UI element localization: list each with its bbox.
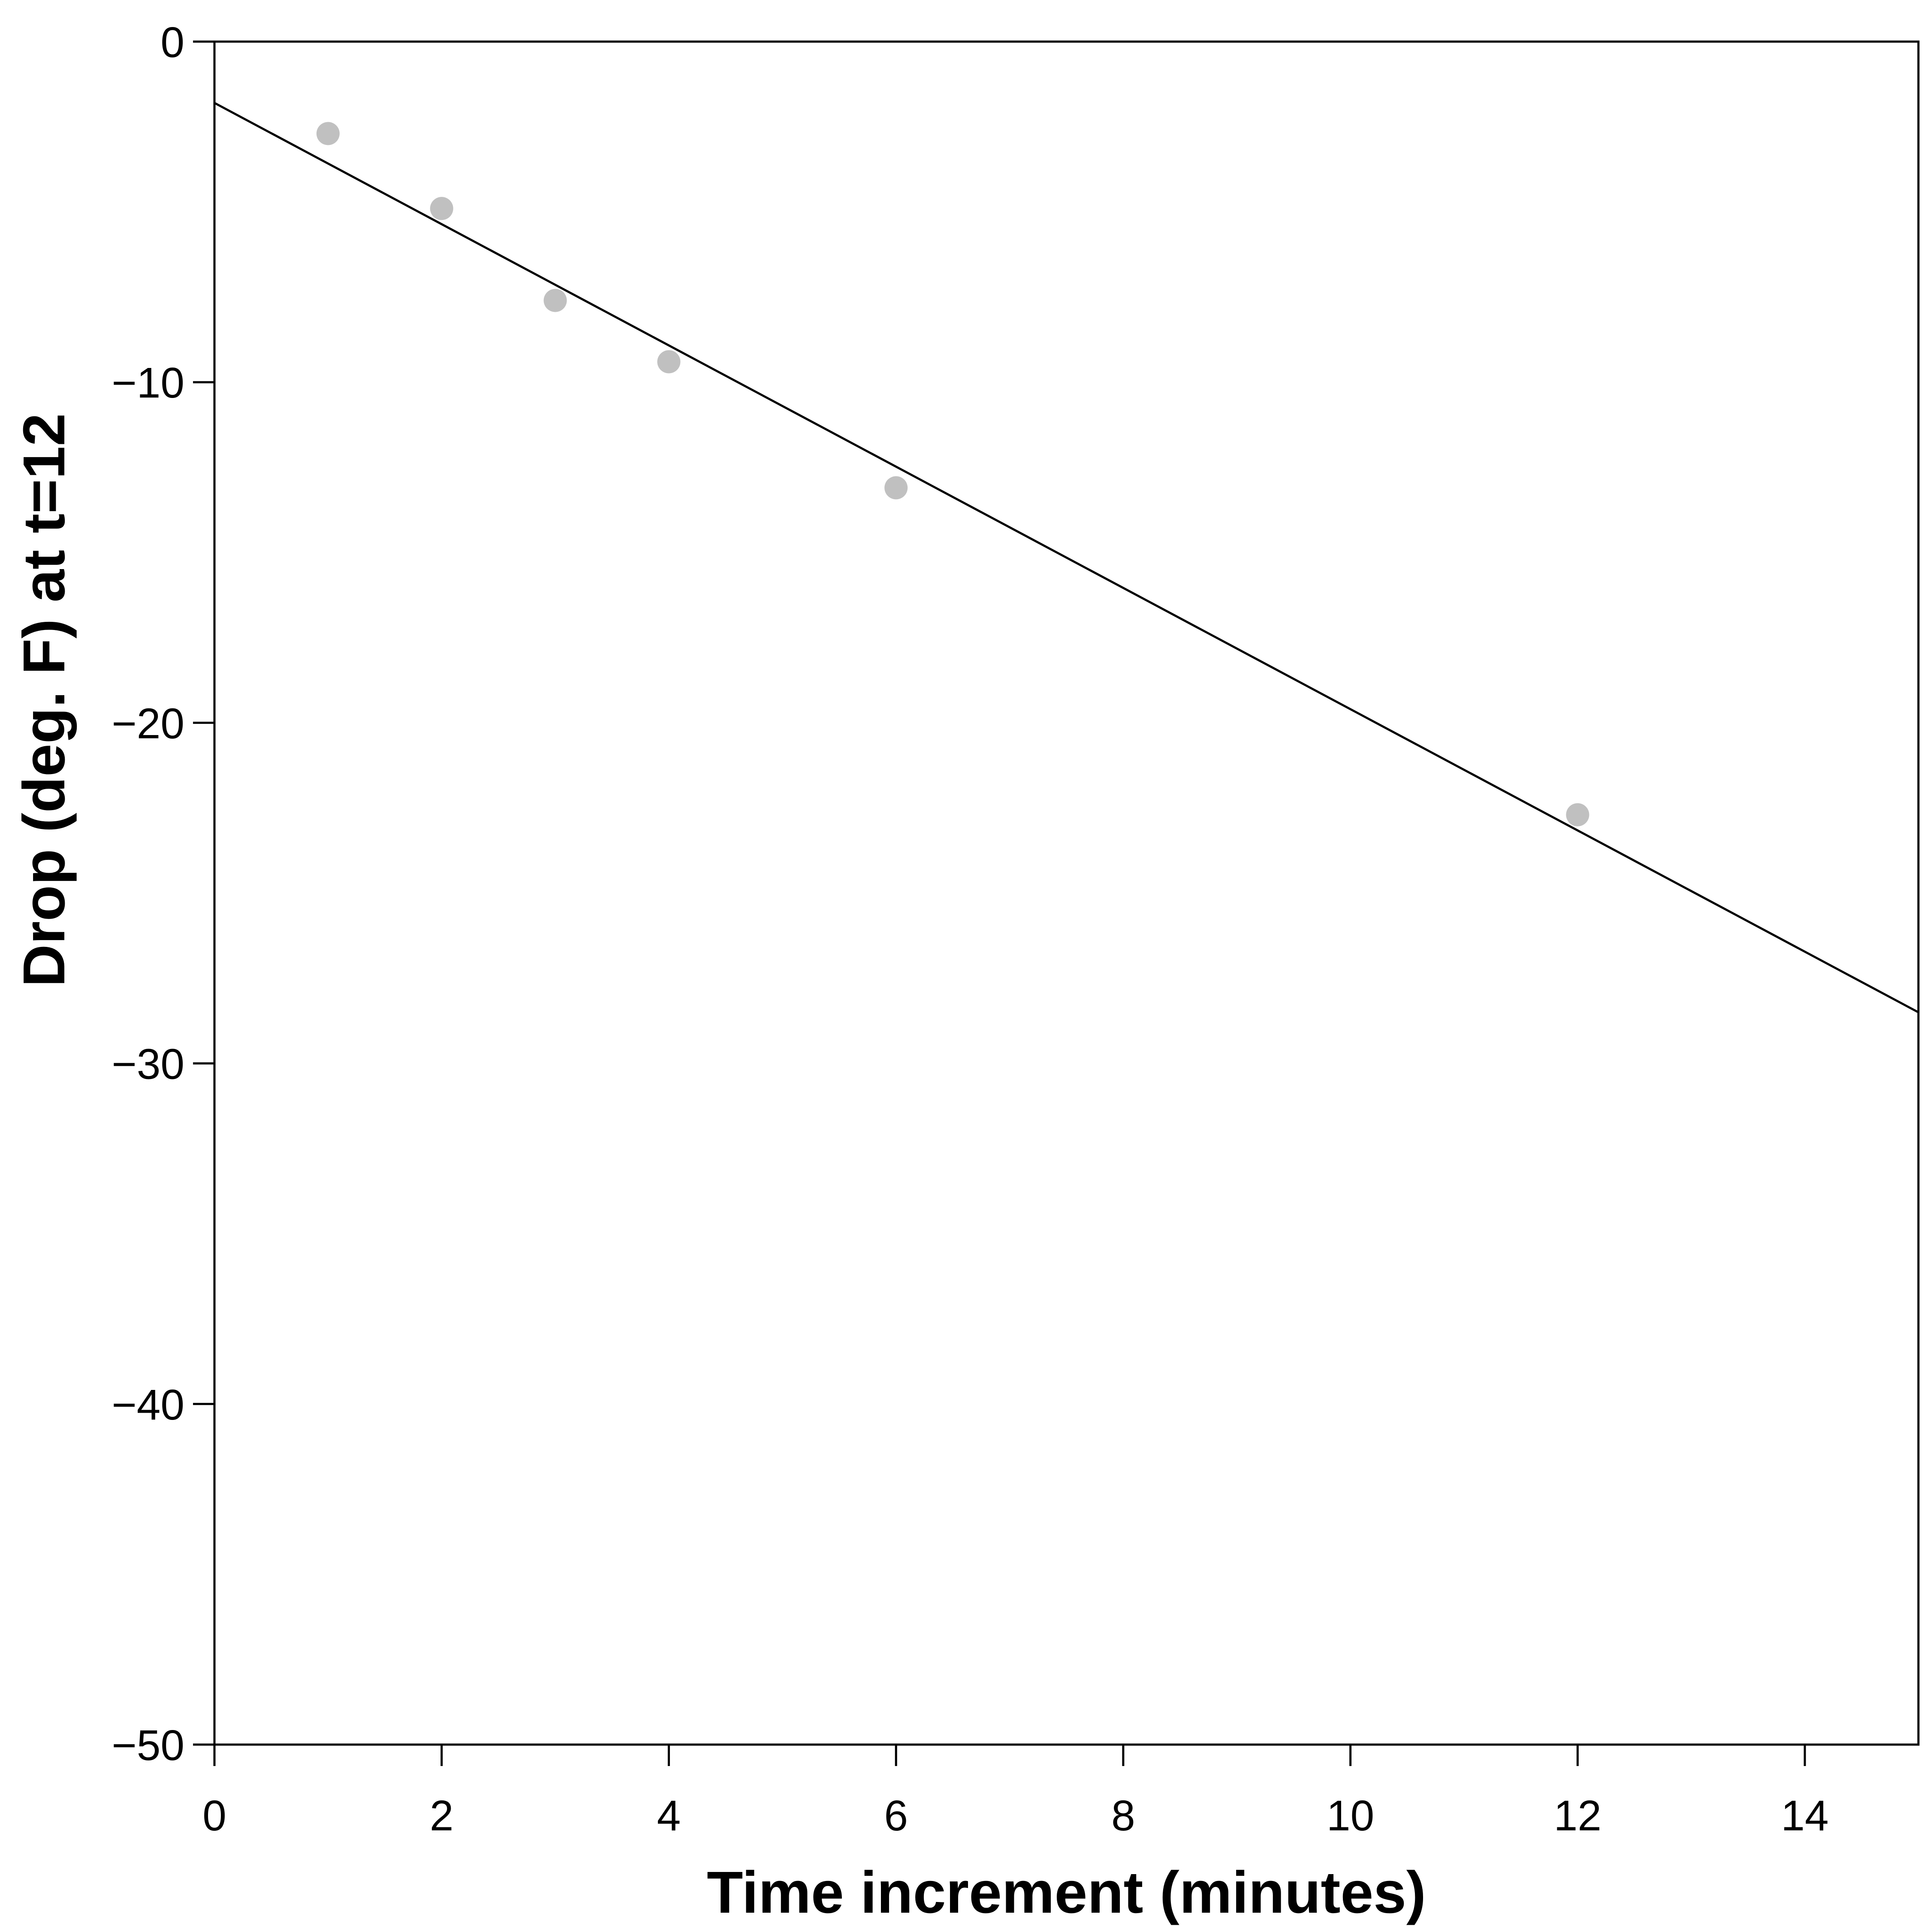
data-point [657, 350, 681, 374]
y-tick-label: −20 [112, 699, 184, 747]
data-point [316, 122, 340, 145]
y-tick-label: −30 [112, 1040, 184, 1088]
series-layer [214, 102, 1919, 1013]
y-tick-label: 0 [160, 18, 184, 66]
x-axis: 0 2 4 6 8 10 12 14 [202, 1745, 1829, 1840]
y-tick-label: −10 [112, 359, 184, 407]
y-axis-title: Drop (deg. F) at t=12 [11, 413, 77, 987]
x-tick-label: 10 [1327, 1792, 1374, 1840]
data-point [430, 197, 453, 220]
y-tick-label: −40 [112, 1381, 184, 1429]
x-tick-label: 6 [884, 1792, 908, 1840]
data-point [1566, 803, 1589, 826]
data-point [884, 476, 908, 500]
x-tick-label: 0 [202, 1792, 226, 1840]
x-tick-label: 12 [1554, 1792, 1601, 1840]
x-tick-label: 14 [1781, 1792, 1829, 1840]
x-tick-label: 2 [430, 1792, 454, 1840]
data-point [543, 289, 567, 312]
plot-frame [213, 40, 1920, 1746]
y-axis: 0 −10 −20 −30 −40 −50 [112, 18, 214, 1769]
fit-line [214, 102, 1919, 1013]
x-axis-title: Time increment (minutes) [707, 1860, 1426, 1926]
x-tick-label: 8 [1111, 1792, 1135, 1840]
y-tick-label: −50 [112, 1721, 184, 1769]
x-tick-label: 4 [657, 1792, 681, 1840]
